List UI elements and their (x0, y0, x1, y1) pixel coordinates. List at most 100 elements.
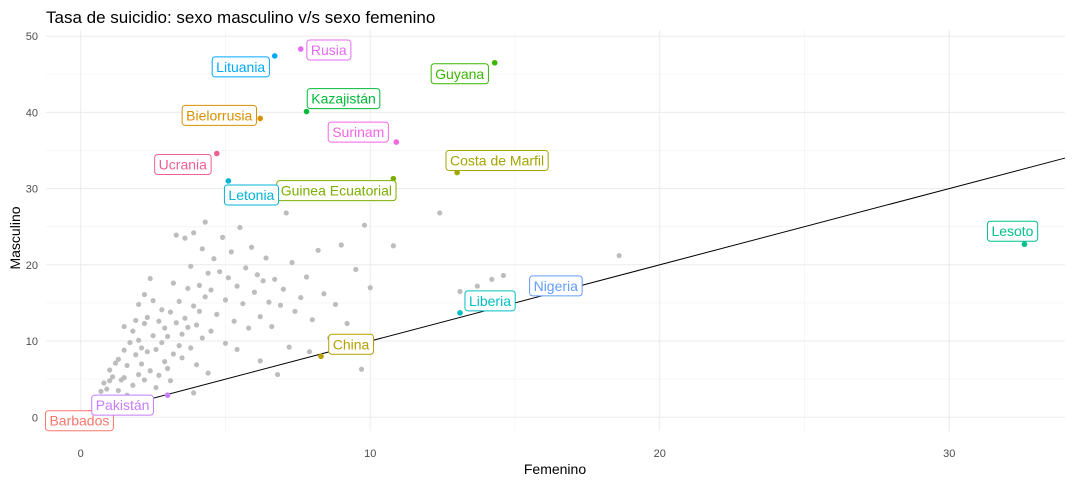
background-point (228, 249, 234, 255)
highlighted-point (393, 139, 400, 145)
background-point (98, 388, 104, 394)
country-label: Surinam (327, 121, 389, 143)
background-point (159, 307, 165, 313)
country-label: Guyana (430, 63, 489, 85)
background-point (274, 371, 281, 378)
country-label: Letonia (223, 184, 280, 206)
background-point (361, 222, 368, 228)
highlighted-point (390, 175, 397, 182)
background-point (191, 230, 197, 236)
label-text: Bielorrusia (186, 107, 252, 123)
background-point (257, 314, 263, 320)
background-point (208, 287, 214, 293)
background-point (188, 263, 194, 269)
background-point (191, 390, 197, 396)
minor-gridlines (46, 30, 1065, 431)
highlighted-point (213, 150, 220, 157)
background-point (246, 325, 252, 331)
background-point (202, 219, 208, 225)
highlighted-points (86, 46, 1028, 416)
background-point (332, 301, 339, 308)
background-point (289, 259, 295, 266)
background-point (234, 346, 240, 353)
label-text: Guyana (435, 66, 484, 82)
background-point (193, 362, 200, 368)
background-point (101, 380, 107, 386)
background-point (153, 384, 159, 391)
x-tick-label: 30 (943, 448, 955, 460)
label-box (328, 333, 375, 355)
background-point (173, 320, 179, 326)
background-point (141, 291, 148, 298)
background-point (121, 323, 127, 330)
background-point (211, 256, 217, 262)
background-point (437, 210, 443, 216)
label-text: Pakistán (96, 397, 150, 413)
background-point (196, 308, 203, 314)
country-label: Lituania (211, 56, 270, 78)
background-point (144, 349, 150, 355)
background-point (185, 324, 191, 330)
x-tick-label: 20 (654, 448, 666, 460)
background-point (182, 315, 188, 321)
label-text: Letonia (228, 187, 274, 203)
label-box (445, 150, 549, 172)
background-point (115, 387, 121, 394)
background-point (176, 343, 182, 349)
country-label: Rusia (306, 39, 352, 61)
label-box (223, 184, 280, 206)
background-point (136, 337, 142, 343)
background-point (109, 374, 116, 380)
background-point (107, 367, 113, 373)
x-axis-title: Femenino (524, 461, 586, 477)
background-point (283, 210, 289, 216)
background-point (127, 339, 133, 346)
background-point (251, 289, 258, 295)
background-point (130, 328, 136, 334)
background-point (138, 345, 145, 351)
background-points (92, 210, 622, 402)
background-point (150, 333, 156, 339)
background-point (173, 232, 179, 238)
background-point (225, 275, 231, 281)
country-label: Kazajistán (306, 88, 381, 110)
background-point (257, 358, 263, 364)
country-label: Lesoto (986, 220, 1039, 242)
background-point (136, 301, 142, 308)
label-box (44, 410, 114, 432)
background-point (234, 283, 240, 289)
label-text: Barbados (49, 413, 109, 429)
x-tick-label: 10 (364, 448, 376, 460)
background-point (141, 377, 148, 383)
y-axis-title: Masculino (7, 206, 23, 269)
background-point (133, 352, 139, 358)
background-point (136, 371, 142, 378)
y-tick-label: 0 (32, 412, 38, 424)
label-text: Costa de Marfil (450, 153, 544, 169)
x-tick-label: 0 (78, 448, 84, 460)
label-text: China (333, 336, 370, 352)
background-point (338, 242, 344, 248)
background-point (159, 339, 165, 346)
highlighted-point (491, 59, 498, 66)
background-point (205, 370, 211, 376)
background-point (156, 372, 162, 378)
background-point (112, 360, 119, 366)
background-point (202, 294, 208, 300)
background-point (193, 322, 200, 328)
label-box (430, 63, 489, 85)
y-tick-label: 30 (26, 184, 38, 196)
country-label: Nigeria (529, 275, 583, 297)
background-point (147, 368, 153, 374)
background-point (286, 344, 292, 350)
y-tick-label: 50 (26, 31, 38, 43)
background-point (277, 302, 284, 308)
label-box (306, 88, 381, 110)
background-point (219, 234, 226, 240)
background-point (489, 276, 495, 282)
label-box (327, 121, 389, 143)
background-point (231, 318, 237, 324)
country-label: Guinea Ecuatorial (276, 180, 397, 202)
background-point (170, 280, 176, 286)
